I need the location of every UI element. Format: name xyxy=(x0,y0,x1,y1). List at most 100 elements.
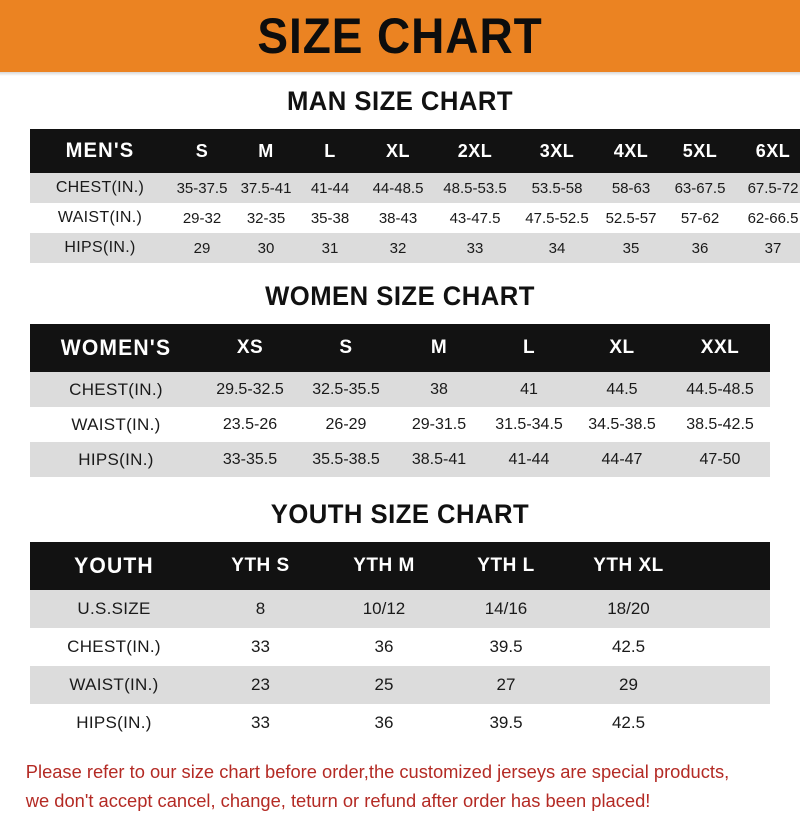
man-waist-5xl: 57-62 xyxy=(680,209,720,227)
table-row: WAIST(IN.) 23.5-26 26-29 29-31.5 31.5-34… xyxy=(30,407,770,442)
women-chest-xxl: 44.5-48.5 xyxy=(686,380,754,398)
youth-chest-s: 33 xyxy=(251,637,270,656)
women-hips-xs: 33-35.5 xyxy=(222,450,278,468)
youth-hips-m: 36 xyxy=(374,713,394,732)
youth-table-header-row: YOUTH YTH S YTH M YTH L YTH XL xyxy=(30,542,770,590)
man-waist-l: 35-38 xyxy=(310,209,350,227)
man-chest-3xl: 53.5-58 xyxy=(531,179,583,197)
women-col-header-xl: XL xyxy=(609,337,635,358)
women-waist-l: 31.5-34.5 xyxy=(495,415,563,433)
table-row: CHEST(IN.) 33 36 39.5 42.5 xyxy=(30,628,770,666)
man-row-label-header: MEN'S xyxy=(65,139,135,162)
table-row: HIPS(IN.) 33-35.5 35.5-38.5 38.5-41 41-4… xyxy=(30,442,770,477)
table-row: HIPS(IN.) 33 36 39.5 42.5 xyxy=(30,704,770,742)
women-chest-xs: 29.5-32.5 xyxy=(216,380,284,398)
man-hips-3xl: 34 xyxy=(548,239,566,257)
youth-ussize-m: 10/12 xyxy=(362,599,406,618)
man-table-header-row: MEN'S S M L XL 2XL 3XL 4XL 5XL 6XL xyxy=(30,129,800,173)
youth-hips-l: 39.5 xyxy=(489,713,523,732)
youth-row-label-waist: WAIST(IN.) xyxy=(69,675,159,694)
table-row: CHEST(IN.) 29.5-32.5 32.5-35.5 38 41 44.… xyxy=(30,372,770,407)
man-col-header-4xl: 4XL xyxy=(613,140,649,161)
man-chest-4xl: 58-63 xyxy=(611,179,651,197)
women-hips-xl: 44-47 xyxy=(601,450,643,468)
youth-waist-spacer xyxy=(690,666,770,704)
youth-waist-m: 25 xyxy=(374,675,394,694)
youth-size-table: YOUTH YTH S YTH M YTH L YTH XL U.S.SIZE … xyxy=(30,542,770,742)
man-section-title: MAN SIZE CHART xyxy=(286,86,514,116)
man-row-label-hips: HIPS(IN.) xyxy=(64,239,136,256)
youth-col-header-m: YTH M xyxy=(353,555,415,576)
women-waist-s: 26-29 xyxy=(325,415,367,433)
man-waist-xl: 38-43 xyxy=(378,209,418,227)
youth-waist-l: 27 xyxy=(496,675,516,694)
man-hips-s: 29 xyxy=(193,239,211,257)
man-chest-l: 41-44 xyxy=(310,179,350,197)
man-waist-4xl: 52.5-57 xyxy=(605,209,657,227)
women-hips-l: 41-44 xyxy=(508,450,550,468)
man-col-header-3xl: 3XL xyxy=(539,140,575,161)
women-table-wrapper: WOMEN'S XS S M L XL XXL CHEST(IN.) 29.5-… xyxy=(30,324,770,477)
man-waist-2xl: 43-47.5 xyxy=(449,209,501,227)
man-chest-5xl: 63-67.5 xyxy=(674,179,726,197)
youth-col-header-xl: YTH XL xyxy=(593,555,664,576)
youth-chest-spacer xyxy=(690,628,770,666)
women-waist-xxl: 38.5-42.5 xyxy=(686,415,754,433)
youth-hips-s: 33 xyxy=(251,713,270,732)
youth-row-label-chest: CHEST(IN.) xyxy=(67,637,161,656)
youth-hips-spacer xyxy=(690,704,770,742)
youth-table-wrapper: YOUTH YTH S YTH M YTH L YTH XL U.S.SIZE … xyxy=(30,542,770,742)
women-col-header-m: M xyxy=(430,337,448,358)
women-col-header-s: S xyxy=(339,337,353,358)
youth-row-label-ussize: U.S.SIZE xyxy=(77,599,151,618)
man-col-header-5xl: 5XL xyxy=(682,140,718,161)
man-chest-m: 37.5-41 xyxy=(240,179,292,197)
order-policy-note-line2: we don't accept cancel, change, teturn o… xyxy=(25,789,651,811)
youth-col-header-spacer xyxy=(690,542,770,590)
man-size-table: MEN'S S M L XL 2XL 3XL 4XL 5XL 6XL CHEST… xyxy=(30,129,800,263)
man-col-header-6xl: 6XL xyxy=(755,140,791,161)
youth-ussize-l: 14/16 xyxy=(484,599,528,618)
man-row-label-waist: WAIST(IN.) xyxy=(57,209,143,226)
man-chest-xl: 44-48.5 xyxy=(372,179,424,197)
man-hips-2xl: 33 xyxy=(466,239,484,257)
women-chest-l: 41 xyxy=(520,380,538,398)
man-table-wrapper: MEN'S S M L XL 2XL 3XL 4XL 5XL 6XL CHEST… xyxy=(30,129,800,263)
youth-waist-xl: 29 xyxy=(619,675,638,694)
man-waist-m: 32-35 xyxy=(246,209,286,227)
man-chest-6xl: 67.5-72 xyxy=(747,179,799,197)
women-hips-m: 38.5-41 xyxy=(411,450,467,468)
youth-row-label-hips: HIPS(IN.) xyxy=(76,713,152,732)
table-row: HIPS(IN.) 29 30 31 32 33 34 35 36 37 xyxy=(30,233,800,263)
women-col-header-xs: XS xyxy=(236,337,264,358)
table-row: U.S.SIZE 8 10/12 14/16 18/20 xyxy=(30,590,770,628)
women-chest-xl: 44.5 xyxy=(606,380,638,398)
youth-ussize-spacer xyxy=(690,590,770,628)
youth-col-header-l: YTH L xyxy=(477,555,535,576)
youth-ussize-s: 8 xyxy=(255,599,266,618)
page-banner: SIZE CHART xyxy=(0,0,800,76)
man-waist-3xl: 47.5-52.5 xyxy=(525,209,589,227)
man-waist-s: 29-32 xyxy=(182,209,222,227)
youth-chest-m: 36 xyxy=(374,637,394,656)
youth-waist-s: 23 xyxy=(251,675,270,694)
youth-chest-xl: 42.5 xyxy=(611,637,646,656)
man-hips-6xl: 37 xyxy=(764,239,782,257)
women-col-header-xxl: XXL xyxy=(700,337,740,358)
table-row: WAIST(IN.) 23 25 27 29 xyxy=(30,666,770,704)
women-waist-xs: 23.5-26 xyxy=(222,415,278,433)
youth-col-header-s: YTH S xyxy=(231,555,290,576)
youth-section-title: YOUTH SIZE CHART xyxy=(270,499,530,529)
page-title: SIZE CHART xyxy=(257,8,543,64)
women-row-label-waist: WAIST(IN.) xyxy=(71,414,161,434)
women-waist-xl: 34.5-38.5 xyxy=(588,415,656,433)
man-col-header-m: M xyxy=(258,140,274,161)
man-hips-5xl: 36 xyxy=(691,239,709,257)
women-waist-m: 29-31.5 xyxy=(411,415,467,433)
youth-row-label-header: YOUTH xyxy=(74,553,154,578)
women-col-header-l: L xyxy=(522,337,536,358)
women-section-title: WOMEN SIZE CHART xyxy=(265,281,535,311)
table-row: WAIST(IN.) 29-32 32-35 35-38 38-43 43-47… xyxy=(30,203,800,233)
women-chest-m: 38 xyxy=(430,380,448,398)
